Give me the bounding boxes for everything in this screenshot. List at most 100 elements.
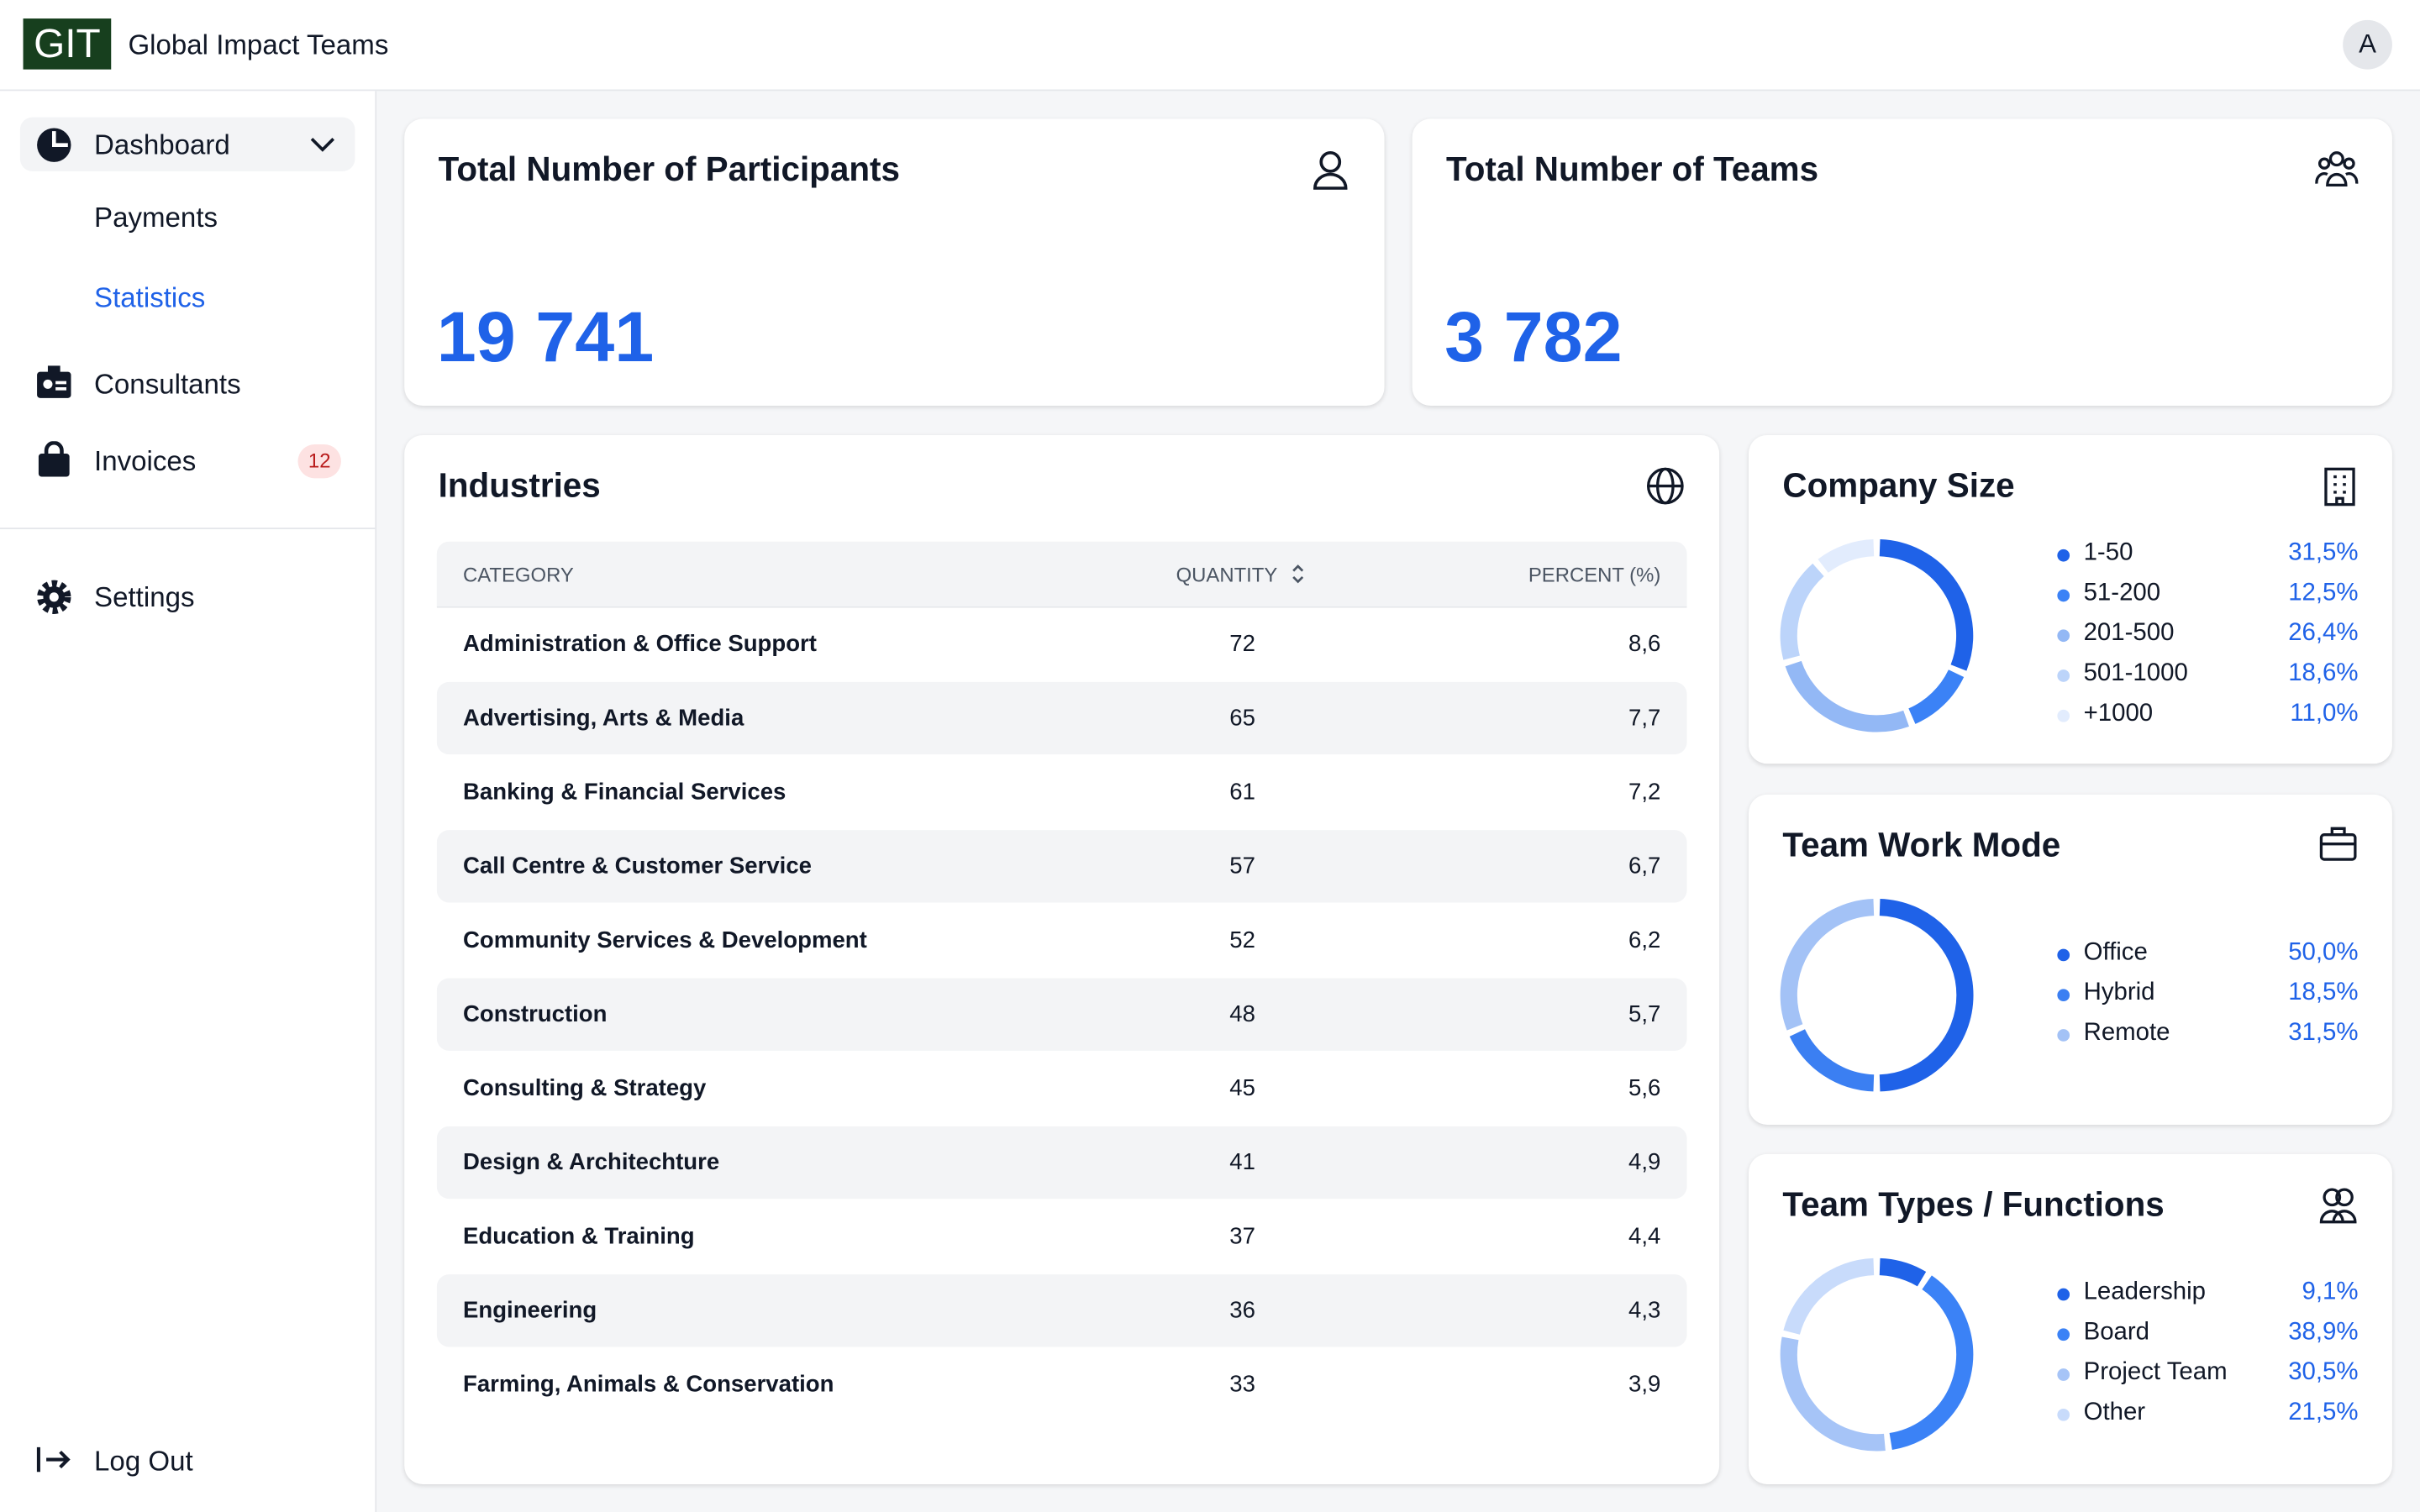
app-title: Global Impact Teams — [128, 29, 389, 60]
table-row: Advertising, Arts & Media 65 7,7 — [436, 681, 1687, 755]
cell: 6,7 — [1628, 853, 1661, 879]
donut — [1780, 898, 1974, 1092]
table-row: Community Services & Development 52 6,2 — [437, 904, 1687, 976]
chart-card: Team Types / Functions Leadership 9,1% Boa… — [1749, 1153, 2392, 1484]
donut-segment — [1780, 898, 1875, 1031]
legend-value: 12,5% — [2288, 580, 2359, 606]
legend-value: 11,0% — [2290, 700, 2359, 727]
cell: 52 — [1229, 927, 1255, 954]
legend-dot — [2057, 709, 2070, 722]
cell: 4,9 — [1628, 1149, 1661, 1176]
sidebar: Dashboard Payments Statistics Consultant… — [0, 91, 377, 1512]
donut-segment — [1818, 539, 1875, 573]
legend-label: 1-50 — [2083, 539, 2133, 567]
legend-label: 201-500 — [2083, 620, 2175, 647]
cell: Design & Architechture — [463, 1149, 720, 1176]
nav-active-bg — [19, 117, 355, 171]
nav-item[interactable]: Payments — [94, 202, 218, 234]
card-title: Total Number of Participants — [438, 150, 900, 189]
column-header: CATEGORY — [463, 563, 574, 586]
chevron[interactable] — [308, 134, 336, 156]
legend-dot — [2057, 948, 2070, 962]
legend-value: 9,1% — [2302, 1278, 2359, 1305]
cell: 3,9 — [1628, 1371, 1661, 1399]
cell: 4,3 — [1628, 1297, 1661, 1324]
cell: 7,7 — [1628, 705, 1661, 732]
legend-dot — [2057, 629, 2070, 643]
cell: Consulting & Strategy — [463, 1075, 707, 1102]
cell: 72 — [1229, 631, 1255, 658]
donut-segment — [1785, 660, 1909, 732]
legend-value: 26,4% — [2288, 620, 2359, 647]
table-row: Banking & Financial Services 61 7,2 — [437, 756, 1687, 828]
nav-item[interactable]: Dashboard — [94, 129, 230, 161]
cell: 37 — [1229, 1223, 1255, 1250]
cell: Administration & Office Support — [463, 631, 817, 658]
stat-card: Total Number of Participants 19 741 — [404, 118, 1385, 407]
legend-label: Other — [2083, 1399, 2146, 1426]
cell: 57 — [1229, 853, 1255, 879]
legend-label: Remote — [2083, 1020, 2170, 1047]
settings-icon — [37, 580, 71, 615]
building-icon — [2324, 467, 2355, 507]
chart-card: Team Work Mode Office 50,0% Hybrid 18,5% Rem… — [1749, 794, 2392, 1125]
person-icon — [1313, 151, 1348, 190]
cell: Call Centre & Customer Service — [463, 853, 812, 879]
legend-value: 21,5% — [2288, 1399, 2359, 1426]
invoices-icon — [38, 441, 70, 477]
cell: 65 — [1229, 705, 1255, 732]
column-header[interactable]: QUANTITY — [1176, 563, 1278, 586]
logo[interactable]: GIT — [23, 18, 112, 70]
badge: 12 — [297, 444, 341, 479]
briefcase-icon — [2319, 827, 2357, 861]
legend-value: 31,5% — [2288, 1020, 2359, 1047]
legend-label: Hybrid — [2083, 979, 2155, 1006]
table-row: Administration & Office Support 72 8,6 — [437, 608, 1687, 680]
cell: 41 — [1229, 1149, 1255, 1176]
table-row: Farming, Animals & Conservation 33 3,9 — [437, 1348, 1687, 1420]
legend-dot — [2057, 1328, 2070, 1341]
cell: 61 — [1229, 779, 1255, 806]
card-title: Team Types / Functions — [1782, 1184, 2165, 1224]
logout-icon — [36, 1446, 71, 1473]
cell: 4,4 — [1628, 1223, 1661, 1250]
cell: 5,6 — [1628, 1075, 1661, 1102]
legend-label: Leadership — [2083, 1278, 2207, 1305]
donut-segment — [1780, 563, 1824, 660]
chart-card: Company Size 1-50 31,5% 51-200 12,5% 201-500… — [1749, 434, 2392, 764]
table-header: CATEGORY QUANTITY PERCENT (%) — [436, 541, 1687, 608]
legend-value: 30,5% — [2288, 1359, 2359, 1386]
table-row: Call Centre & Customer Service 57 6,7 — [436, 830, 1687, 903]
donut-segment — [1780, 1336, 1886, 1452]
consultants-icon — [37, 365, 71, 398]
sort-icon[interactable] — [1291, 563, 1306, 585]
nav-item[interactable]: Invoices — [94, 445, 197, 477]
nav-item[interactable]: Settings — [94, 581, 195, 613]
legend-label: Project Team — [2083, 1359, 2228, 1386]
table-body: Administration & Office Support 72 8,6 Adve… — [436, 608, 1687, 1451]
cell: Banking & Financial Services — [463, 779, 786, 806]
legend-dot — [2057, 1408, 2070, 1421]
table-card: Industries CATEGORY QUANTITY PERCENT (%)… — [404, 434, 1720, 1484]
stat-card: Total Number of Teams 3 782 — [1412, 118, 2392, 407]
legend-value: 31,5% — [2288, 539, 2359, 567]
card-title: Total Number of Teams — [1446, 150, 1819, 189]
donut-segment — [1789, 1029, 1875, 1092]
cell: 48 — [1229, 1001, 1255, 1028]
donut-segment — [1879, 539, 1974, 671]
nav-item[interactable]: Consultants — [94, 368, 241, 400]
legend-dot — [2057, 989, 2070, 1002]
dashboard-icon — [37, 128, 71, 162]
avatar[interactable]: A — [2343, 19, 2392, 70]
donut-segment — [1889, 1275, 1974, 1450]
donut-segment — [1879, 1257, 1927, 1287]
stat-value: 3 782 — [1444, 296, 1623, 377]
legend-dot — [2057, 589, 2070, 602]
divider — [0, 528, 376, 530]
legend-value: 38,9% — [2288, 1319, 2359, 1346]
cell: Advertising, Arts & Media — [463, 705, 744, 732]
nav-item[interactable]: Statistics — [94, 282, 206, 313]
donut-segment — [1879, 898, 1974, 1092]
logout[interactable]: Log Out — [94, 1446, 193, 1477]
donut — [1780, 1257, 1974, 1452]
